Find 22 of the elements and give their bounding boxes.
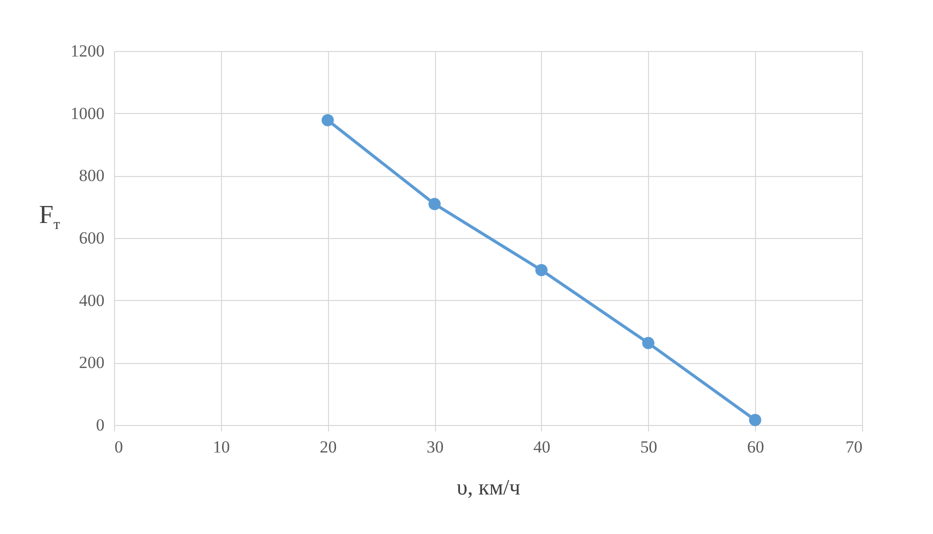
y-axis-title: F$_{т}$ xyxy=(38,199,60,234)
y-tick-label: 0 xyxy=(96,416,104,434)
x-tick-label: 70 xyxy=(846,438,862,456)
x-tick-label: 0 xyxy=(114,438,123,456)
y-tick-label: 1200 xyxy=(70,42,104,60)
y-tick-label: 400 xyxy=(79,290,104,310)
x-tick-label: 60 xyxy=(747,438,764,456)
point xyxy=(322,114,334,126)
x-tick-label: 20 xyxy=(320,438,337,456)
point xyxy=(535,264,548,276)
y-tick-label: 600 xyxy=(79,228,104,248)
point xyxy=(642,336,654,350)
y-tick-label: 200 xyxy=(79,353,104,372)
x-tick-label: 10 xyxy=(212,438,230,456)
x-tick-label: 30 xyxy=(426,438,444,456)
x-axis-title: υ, км/ч xyxy=(456,474,520,500)
y-tick-label: 800 xyxy=(79,166,104,186)
point xyxy=(428,198,441,210)
x-tick-label: 50 xyxy=(640,438,658,456)
point xyxy=(749,414,762,426)
y-tick-label: 1000 xyxy=(70,104,104,123)
x-tick-label: 40 xyxy=(533,438,550,456)
